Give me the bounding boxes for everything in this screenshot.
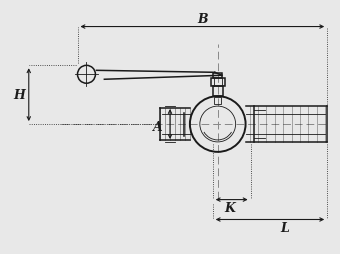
Bar (213, 87, 223, 97)
Bar (211, 79, 225, 87)
Text: A: A (153, 121, 163, 134)
Bar (214, 98, 221, 105)
Bar (213, 74, 222, 79)
Text: L: L (280, 221, 289, 234)
Text: K: K (224, 201, 235, 214)
Text: H: H (13, 89, 25, 102)
Text: B: B (197, 13, 208, 26)
